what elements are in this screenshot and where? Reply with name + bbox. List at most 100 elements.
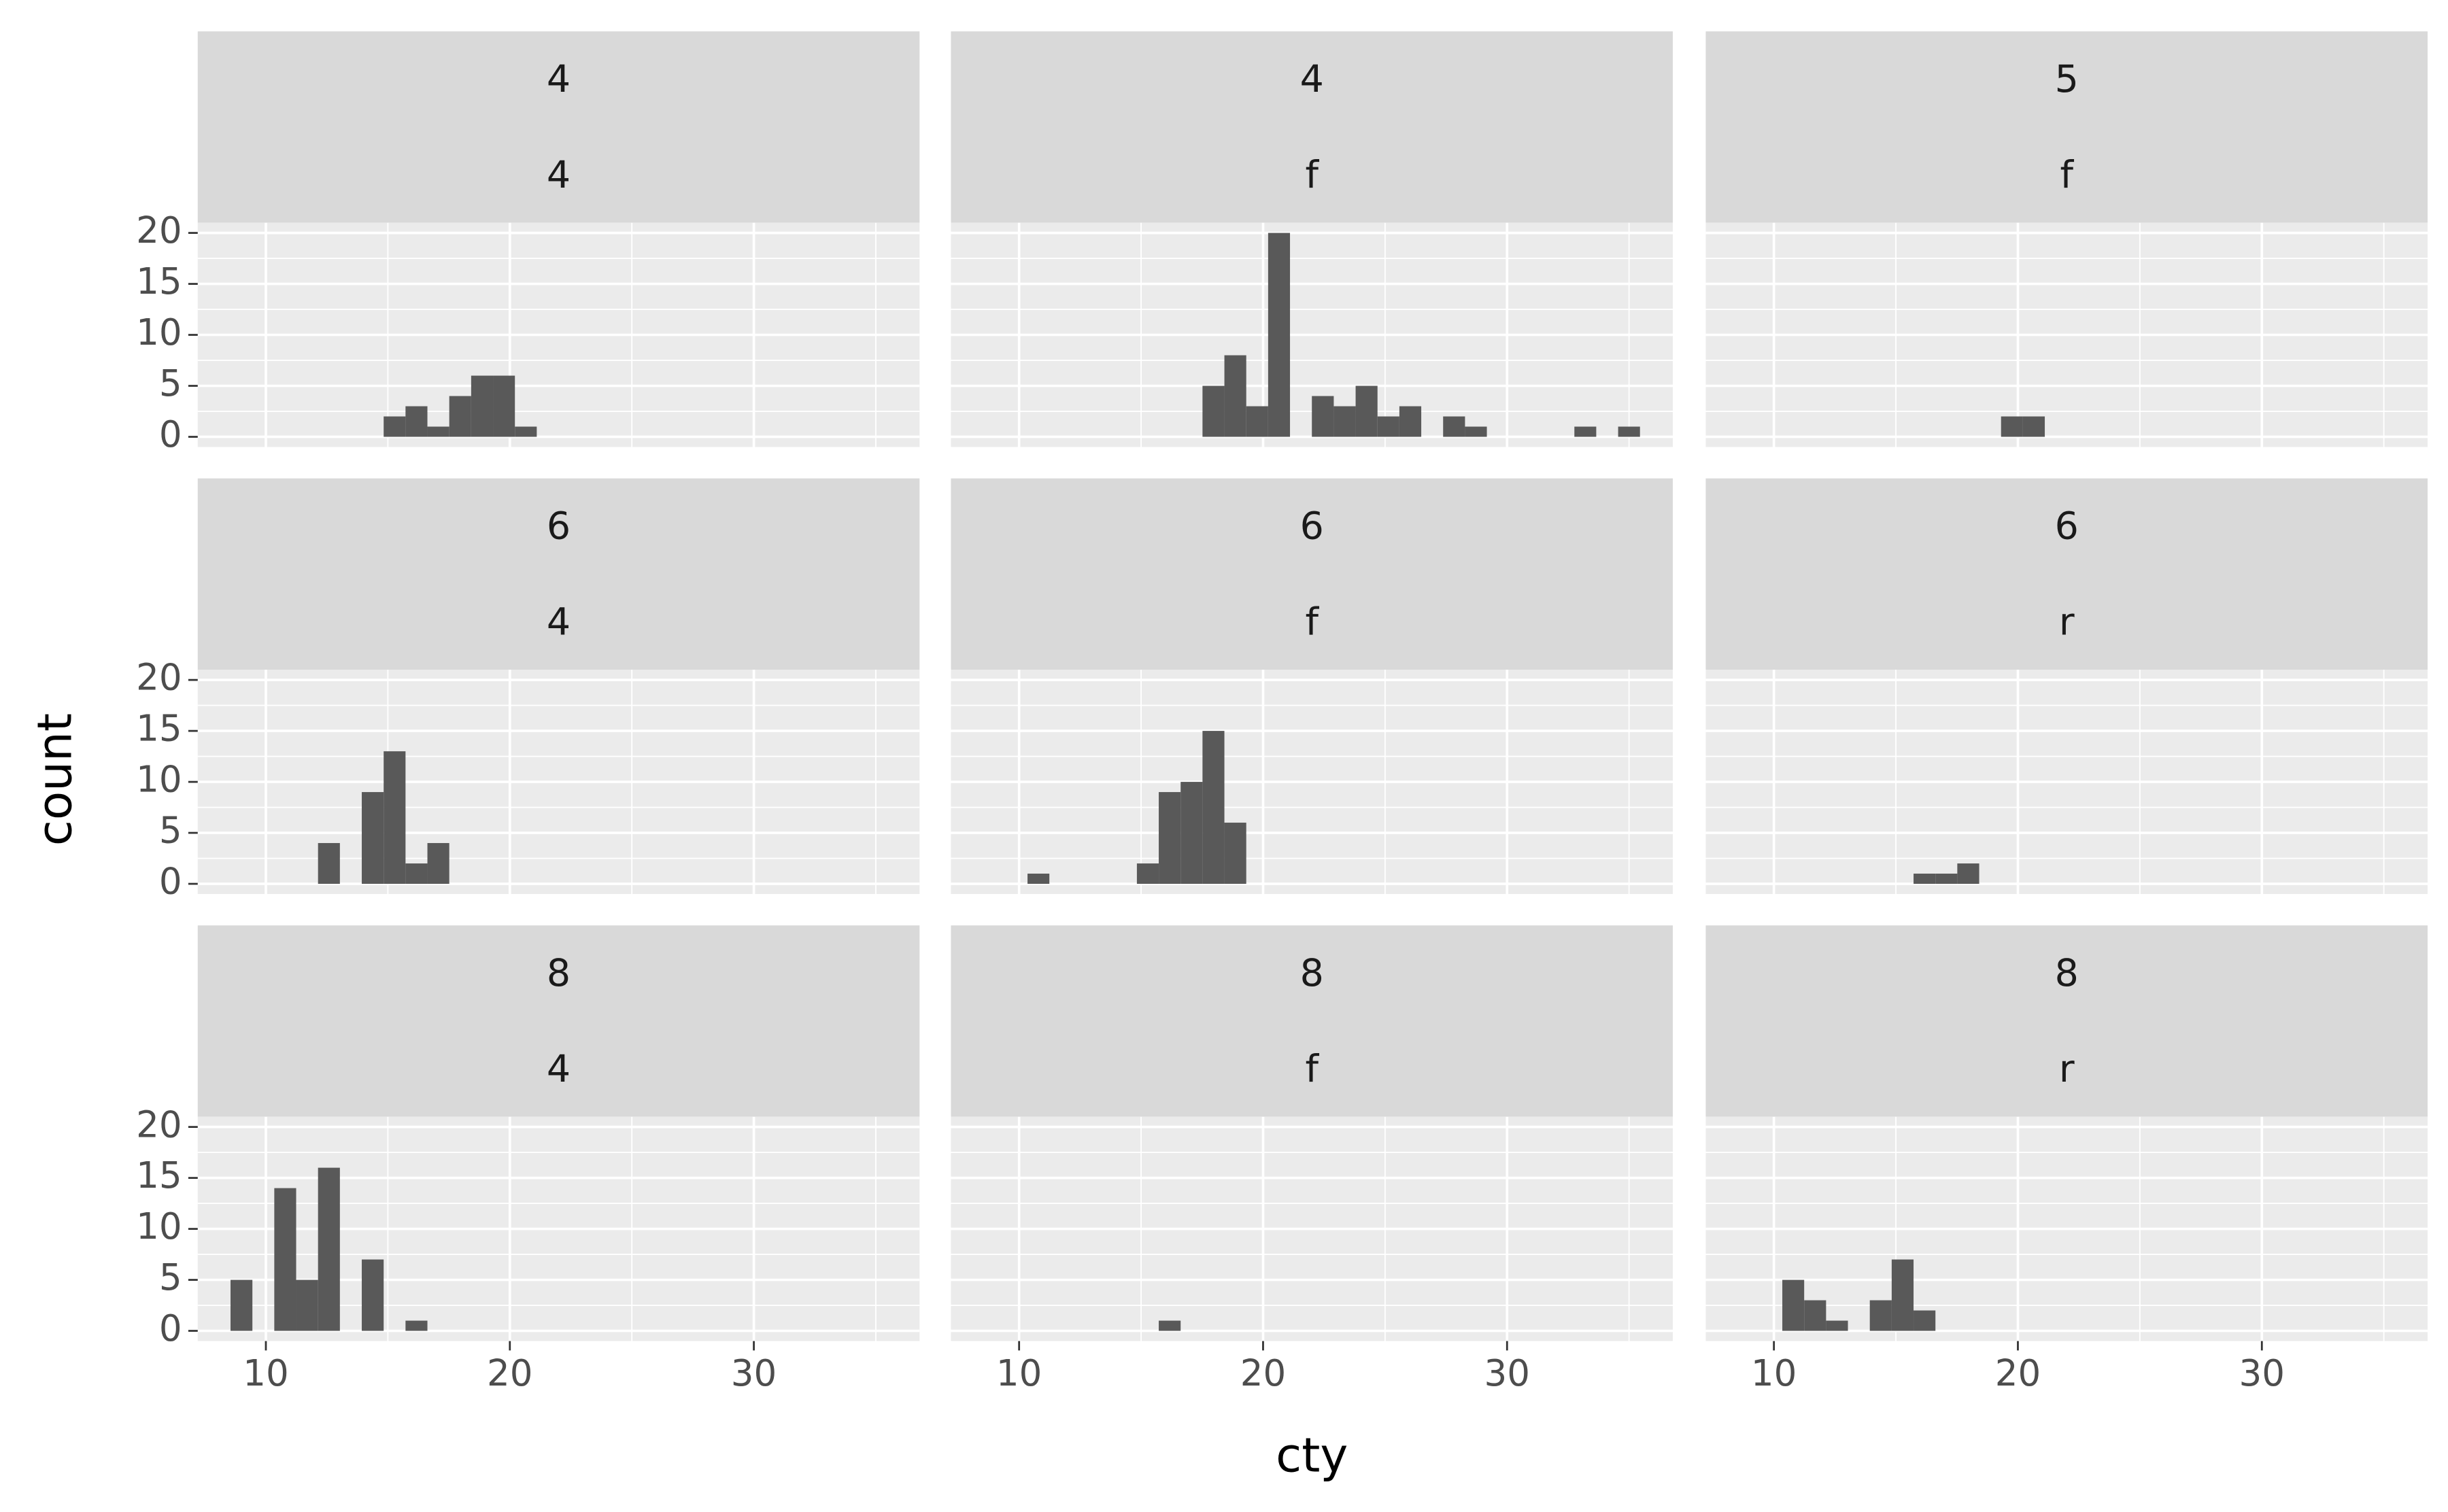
bar xyxy=(1935,874,1958,884)
bar xyxy=(1202,385,1225,437)
bar xyxy=(1224,355,1246,437)
bar xyxy=(1377,416,1399,437)
y-tick-label: 10 xyxy=(136,311,182,354)
bar xyxy=(1891,1259,1914,1331)
strip-label: 4 xyxy=(547,154,571,197)
bar xyxy=(1399,406,1422,437)
bar xyxy=(1574,426,1597,437)
x-tick-label: 10 xyxy=(1751,1352,1797,1394)
bar xyxy=(1159,792,1181,884)
strip-background xyxy=(951,31,1673,223)
x-tick-label: 20 xyxy=(1240,1352,1287,1394)
bar xyxy=(405,406,428,437)
x-tick-label: 30 xyxy=(1484,1352,1531,1394)
strip-label: r xyxy=(2059,600,2075,644)
bar xyxy=(1869,1300,1892,1331)
bar xyxy=(1443,416,1465,437)
strip-label: 8 xyxy=(2055,952,2079,995)
bar xyxy=(318,843,340,884)
strip-label: 6 xyxy=(547,505,571,549)
x-tick-label: 10 xyxy=(996,1352,1042,1394)
bar xyxy=(427,426,449,437)
y-tick-label: 15 xyxy=(136,260,182,303)
bar xyxy=(1180,782,1203,884)
y-tick-label: 10 xyxy=(136,759,182,801)
y-tick-label: 0 xyxy=(159,413,182,456)
y-tick-label: 10 xyxy=(136,1205,182,1248)
bar xyxy=(515,426,537,437)
bar xyxy=(1826,1320,1848,1331)
x-tick-label: 20 xyxy=(1995,1352,2041,1394)
bar xyxy=(427,843,449,884)
strip-background xyxy=(197,478,920,670)
strip-label: 6 xyxy=(1300,505,1324,549)
bar xyxy=(1159,1320,1181,1331)
strip-background xyxy=(1705,478,2428,670)
bar xyxy=(2022,416,2045,437)
bar xyxy=(2001,416,2023,437)
bar xyxy=(296,1279,318,1331)
strip-label: f xyxy=(1305,600,1319,644)
y-axis-title: count xyxy=(28,713,82,846)
strip-label: 4 xyxy=(547,1048,571,1091)
y-tick-label: 20 xyxy=(136,209,182,252)
bar xyxy=(1202,731,1225,884)
y-tick-label: 5 xyxy=(159,810,182,852)
strip-label: 8 xyxy=(547,952,571,995)
strip-label: 5 xyxy=(2055,58,2079,101)
strip-label: f xyxy=(2060,154,2074,197)
y-tick-label: 0 xyxy=(159,1307,182,1350)
x-axis-title: cty xyxy=(1276,1429,1348,1483)
strip-background xyxy=(1705,31,2428,223)
strip-label: f xyxy=(1305,154,1319,197)
bar xyxy=(1914,1310,1936,1331)
bar xyxy=(318,1167,340,1331)
x-tick-label: 20 xyxy=(487,1352,533,1394)
strip-label: 4 xyxy=(547,58,571,101)
bar xyxy=(493,375,515,437)
strip-background xyxy=(951,925,1673,1117)
bar xyxy=(1465,426,1487,437)
bar xyxy=(384,751,406,884)
bar xyxy=(1957,863,1979,884)
bar xyxy=(449,396,471,437)
strip-background xyxy=(1705,925,2428,1117)
bar xyxy=(1136,863,1159,884)
y-tick-label: 20 xyxy=(136,657,182,699)
y-tick-label: 15 xyxy=(136,708,182,750)
y-tick-label: 20 xyxy=(136,1103,182,1146)
bar xyxy=(1312,396,1334,437)
y-tick-label: 15 xyxy=(136,1154,182,1197)
bar xyxy=(1268,233,1291,437)
bar xyxy=(405,1320,428,1331)
bar xyxy=(471,375,494,437)
bar xyxy=(1355,385,1378,437)
bar xyxy=(1804,1300,1826,1331)
bar xyxy=(362,1259,384,1331)
strip-label: 6 xyxy=(2055,505,2079,549)
bar xyxy=(274,1188,296,1331)
strip-background xyxy=(197,31,920,223)
y-tick-label: 5 xyxy=(159,1256,182,1299)
bar xyxy=(1246,406,1268,437)
bar xyxy=(1782,1279,1805,1331)
strip-label: f xyxy=(1305,1048,1319,1091)
x-tick-label: 30 xyxy=(731,1352,777,1394)
x-tick-label: 10 xyxy=(243,1352,289,1394)
bar xyxy=(1914,874,1936,884)
strip-label: r xyxy=(2059,1048,2075,1091)
strip-label: 8 xyxy=(1300,952,1324,995)
bar xyxy=(1027,874,1050,884)
y-tick-label: 0 xyxy=(159,861,182,903)
bar xyxy=(362,792,384,884)
y-tick-label: 5 xyxy=(159,362,182,405)
bar xyxy=(1618,426,1640,437)
bar xyxy=(405,863,428,884)
x-tick-label: 30 xyxy=(2239,1352,2285,1394)
bar xyxy=(231,1279,253,1331)
bar xyxy=(384,416,406,437)
bar xyxy=(1224,823,1246,884)
strip-label: 4 xyxy=(547,600,571,644)
